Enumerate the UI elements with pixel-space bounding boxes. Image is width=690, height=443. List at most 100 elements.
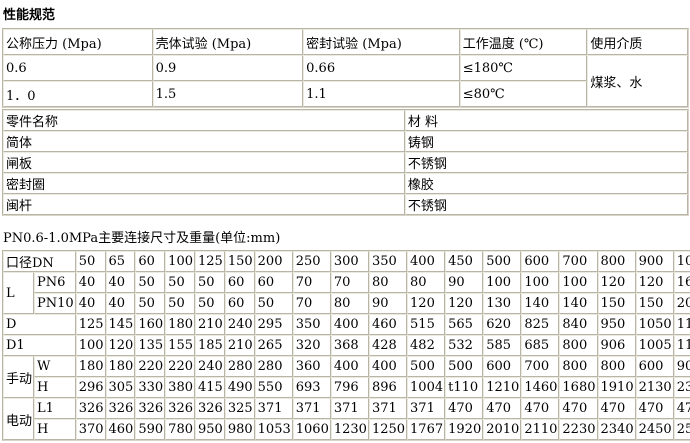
dim-value-cell: 1050 [635,314,674,335]
dim-value-cell: 100 [521,272,560,293]
dim-value-cell: 796 [330,377,369,398]
dim-dn-header-cell: 125 [195,251,225,272]
dim-row-label-cell: PN6 [34,272,76,293]
dim-value-cell: 150 [597,293,636,314]
dim-value-cell: 585 [483,335,522,356]
dim-value-cell: 590 [135,419,166,440]
dim-value-cell: 40 [75,272,106,293]
dim-dn-header-cell: 900 [635,251,674,272]
dim-value-cell: 980 [224,419,255,440]
materials-material-cell: 铸钢 [404,131,688,152]
spec-cell: 0.9 [152,55,304,81]
dim-value-cell: 210 [224,335,255,356]
dim-value-cell: 400 [368,356,408,377]
dim-value-cell: 330 [135,377,166,398]
dim-value-cell: 1767 [407,419,446,440]
dim-dn-header-cell: 150 [224,251,255,272]
dim-value-cell: 326 [105,398,136,419]
dim-value-cell: 400 [330,356,369,377]
dim-group-label-cell: L [3,272,35,314]
dim-row: PN10 40 40 50 50 50 60 50 70 80 90 120 120 130 140 140 1… [3,293,690,314]
dim-dn-header-cell: 400 [407,251,446,272]
dim-value-cell: 470 [673,398,690,419]
dim-value-cell: 50 [165,293,195,314]
dim-value-cell: 296 [75,377,106,398]
spec-cell: ≤80℃ [459,81,588,107]
dim-row-label-cell: H [34,377,76,398]
dim-dn-header-cell: 450 [445,251,484,272]
dim-value-cell: 145 [105,314,136,335]
dim-value-cell: 380 [165,377,195,398]
dim-value-cell: 840 [559,314,598,335]
dim-value-cell: 620 [483,314,522,335]
spec-header-shell-test: 壳体试验 (Mpa) [152,29,304,55]
dim-value-cell: 70 [292,272,331,293]
dim-value-cell: 470 [483,398,522,419]
dim-dn-header-cell: 600 [521,251,560,272]
dim-row-label-cell: PN10 [34,293,76,314]
dim-value-cell: 2130 [635,377,674,398]
materials-material-cell: 橡胶 [404,173,688,194]
dim-value-cell: 180 [75,356,106,377]
materials-material-cell: 不锈钢 [404,194,688,215]
dim-value-cell: 532 [445,335,484,356]
spec-header-working-temp: 工作温度 (℃) [459,29,588,55]
dim-value-cell: 1230 [330,419,369,440]
dim-value-cell: 90 [445,272,484,293]
dim-value-cell: 326 [75,398,106,419]
dim-value-cell: 800 [597,356,636,377]
dim-value-cell: 470 [597,398,636,419]
dim-value-cell: 2110 [521,419,560,440]
dim-value-cell: 60 [254,272,293,293]
dim-row-label-cell: H [34,419,76,440]
dim-value-cell: 415 [195,377,225,398]
materials-header-row: 零件名称 材 料 [3,110,688,131]
dim-value-cell: 1680 [559,377,598,398]
spec-cell: 1．0 [3,81,153,107]
materials-part-cell: 密封圈 [3,173,405,194]
dim-dn-header-cell: 60 [135,251,166,272]
dim-value-cell: 482 [407,335,446,356]
dim-value-cell: 326 [165,398,195,419]
dim-value-cell: 1004 [407,377,446,398]
dim-value-cell: 325 [224,398,255,419]
dim-dn-header-cell: 250 [292,251,331,272]
dim-dn-header-cell: 100 [673,251,690,272]
dim-value-cell: 40 [105,272,136,293]
dim-value-cell: 265 [254,335,293,356]
dim-value-cell: 120 [635,272,674,293]
dim-value-cell: 2230 [559,419,598,440]
dim-dn-header-cell: 100 [165,251,195,272]
dim-value-cell: 2010 [483,419,522,440]
spec-cell: ≤180℃ [459,55,588,81]
dimensions-title: PN0.6-1.0MPa主要连接尺寸及重量(单位:mm) [3,231,281,246]
spec-header-seal-test: 密封试验 (Mpa) [303,29,460,55]
dim-value-cell: 1160 [673,314,690,335]
dim-dn-header-cell: 300 [330,251,369,272]
dim-value-cell: 1920 [445,419,484,440]
dim-value-cell: 2450 [635,419,674,440]
dim-value-cell: 200 [673,293,690,314]
dim-value-cell: 180 [165,314,195,335]
dim-row: 手动 W 180 180 220 220 240 280 280 360 400 400 500 500 6… [3,356,690,398]
spec-row: 1．0 1.5 1.1 ≤80℃ [3,81,688,107]
dim-value-cell: 800 [559,356,598,377]
dim-group-label-cell: 电动 [3,398,35,440]
dim-value-cell: 100 [75,335,106,356]
materials-table: 零件名称 材 料 简体 铸钢 闸板 不锈钢 密封圈 橡胶 闽杆 不锈钢 [2,109,689,216]
materials-row: 密封圈 橡胶 [3,173,688,194]
dim-value-cell: 371 [407,398,446,419]
dim-row-label-cell: D [3,314,76,335]
dim-value-cell: 140 [521,293,560,314]
dim-value-cell: 825 [521,314,560,335]
dim-value-cell: 1053 [254,419,293,440]
dim-value-cell: 685 [521,335,560,356]
dim-value-cell: 470 [445,398,484,419]
dim-value-cell: 460 [368,314,408,335]
dim-value-cell: 700 [521,356,560,377]
materials-row: 简体 铸钢 [3,131,688,152]
dim-row: D 125 145 160 180 210 240 295 350 400 460 515 565 620… [3,314,690,335]
dim-value-cell: 1005 [635,335,674,356]
dim-row: H 296 305 330 380 415 490 550 693 796 896 1004 t110 1… [3,377,690,398]
materials-part-cell: 闸板 [3,152,405,173]
